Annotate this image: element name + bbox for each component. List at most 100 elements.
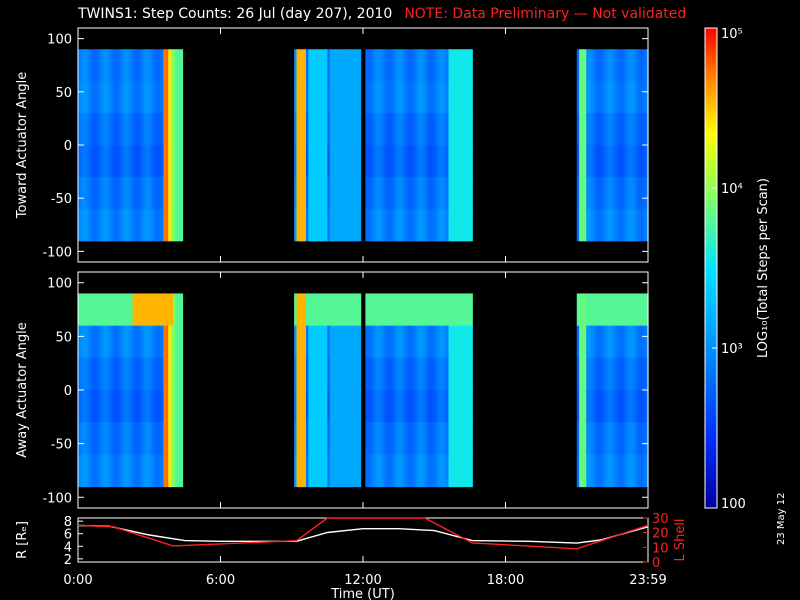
heatmap-cell (296, 422, 300, 455)
heatmap-cell (377, 422, 381, 455)
heatmap-cell (82, 357, 86, 391)
heatmap-cell (163, 81, 167, 114)
heatmap-cell (355, 293, 359, 327)
colorbar-gradient (704, 27, 718, 509)
heatmap-cell (631, 81, 635, 114)
heatmap-cell (436, 293, 440, 327)
heatmap-cell (429, 113, 433, 146)
heatmap-cell (137, 208, 141, 242)
heatmap-cell (353, 325, 357, 359)
heatmap-cell (593, 81, 597, 114)
heatmap-cell (640, 81, 644, 114)
heatmap-cell (598, 113, 602, 146)
heatmap-cell (612, 293, 616, 327)
heatmap-cell (118, 208, 122, 242)
heatmap-cell (170, 145, 174, 178)
heatmap-cell (320, 390, 324, 423)
heatmap-cell (367, 208, 371, 242)
heatmap-cell (303, 357, 307, 391)
heatmap-cell (446, 113, 450, 146)
heatmap-cell (583, 49, 587, 82)
heatmap-cell (301, 49, 305, 82)
heatmap-cell (462, 325, 466, 359)
heatmap-cell (617, 357, 621, 391)
heatmap-cell (469, 293, 473, 327)
heatmap-cell (391, 145, 395, 178)
y-tick-label: -100 (42, 245, 72, 260)
heatmap-cell (336, 145, 340, 178)
heatmap-cell (455, 454, 459, 488)
heatmap-cell (336, 49, 340, 82)
heatmap-cell (298, 293, 302, 327)
heatmap-cell (619, 145, 623, 178)
heatmap-cell (156, 390, 160, 423)
heatmap-cell (306, 293, 309, 327)
heatmap-cell (446, 176, 450, 210)
heatmap-cell (85, 49, 89, 82)
heatmap-cell (441, 113, 445, 146)
heatmap-cell (579, 390, 583, 423)
heatmap-cell (355, 113, 359, 146)
heatmap-cell (643, 422, 647, 455)
heatmap-cell (111, 49, 115, 82)
heatmap-cell (87, 145, 91, 178)
heatmap-cell (458, 208, 461, 242)
heatmap-cell (443, 422, 447, 455)
heatmap-cell (374, 81, 378, 114)
heatmap-cell (389, 454, 393, 488)
heatmap-cell (624, 325, 628, 359)
heatmap-cell (386, 454, 390, 488)
heatmap-cell (443, 176, 447, 210)
heatmap-cell (101, 390, 105, 423)
heatmap-cell (123, 390, 127, 423)
heatmap-cell (142, 422, 146, 455)
heatmap-cell (576, 357, 580, 391)
heatmap-cell (154, 208, 157, 242)
heatmap-cell (391, 454, 395, 488)
heatmap-cell (415, 208, 419, 242)
heatmap-cell (415, 422, 419, 455)
heatmap-cell (325, 113, 328, 146)
heatmap-cell (624, 454, 628, 488)
heatmap-cell (351, 113, 355, 146)
heatmap-cell (118, 390, 122, 423)
heatmap-cell (600, 176, 604, 210)
heatmap-cell (116, 145, 119, 178)
heatmap-cell (296, 208, 300, 242)
heatmap-cell (602, 422, 606, 455)
heatmap-cell (384, 357, 388, 391)
heatmap-cell (583, 357, 587, 391)
heatmap-cell (626, 49, 630, 82)
heatmap-cell (127, 454, 131, 488)
heatmap-cell (146, 293, 150, 327)
heatmap-cell (89, 357, 93, 391)
heatmap-cell (450, 390, 454, 423)
heatmap-cell (588, 357, 592, 391)
heatmap-cell (296, 113, 300, 146)
heatmap-cell (130, 113, 134, 146)
heatmap-cell (132, 390, 136, 423)
heatmap-cell (120, 357, 124, 391)
heatmap-cell (583, 145, 587, 178)
heatmap-cell (118, 454, 122, 488)
heatmap-cell (334, 390, 338, 423)
heatmap-cell (353, 49, 357, 82)
heatmap-cell (92, 422, 96, 455)
heatmap-cell (645, 145, 649, 178)
heatmap-cell (633, 293, 637, 327)
heatmap-cell (469, 325, 473, 359)
heatmap-cell (453, 81, 457, 114)
heatmap-cell (101, 293, 105, 327)
heatmap-cell (610, 422, 613, 455)
heatmap-cell (130, 176, 134, 210)
heatmap-cell (365, 176, 369, 210)
heatmap-cell (180, 208, 184, 242)
heatmap-cell (135, 113, 138, 146)
heatmap-cell (415, 454, 419, 488)
heatmap-cell (135, 422, 138, 455)
heatmap-cell (448, 454, 452, 488)
heatmap-cell (163, 325, 167, 359)
heatmap-cell (586, 49, 590, 82)
heatmap-cell (465, 176, 469, 210)
heatmap-cell (398, 176, 402, 210)
